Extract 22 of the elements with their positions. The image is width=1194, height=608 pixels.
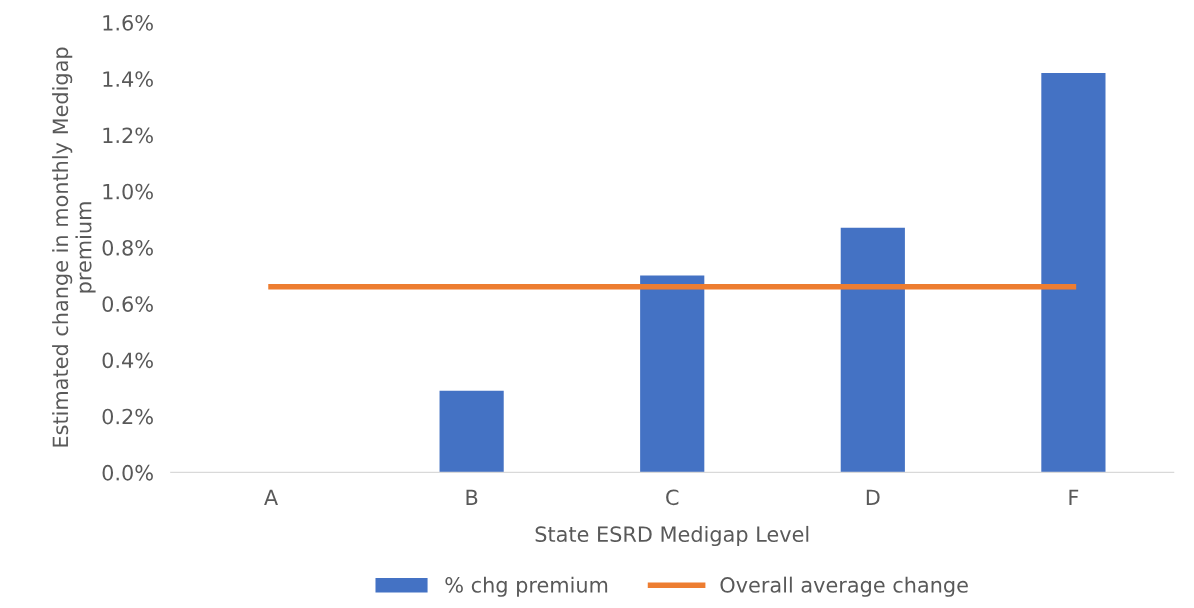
y-tick-label: 1.6% bbox=[103, 14, 153, 31]
bar bbox=[840, 227, 905, 473]
y-tick-label: 1.4% bbox=[103, 71, 153, 87]
x-tick-label: D bbox=[866, 489, 880, 505]
y-tick-label: 0.6% bbox=[102, 296, 153, 312]
x-tick-label: C bbox=[666, 489, 679, 506]
x-axis-title: State ESRD Medigap Level bbox=[535, 525, 809, 547]
y-tick-label: 1.2% bbox=[103, 127, 153, 144]
y-tick-label: 1.0% bbox=[103, 183, 153, 200]
bar bbox=[439, 390, 504, 473]
x-tick-label: B bbox=[466, 489, 478, 505]
bar bbox=[640, 275, 705, 473]
y-tick-label: 0.4% bbox=[102, 352, 153, 369]
legend-label: Overall average change bbox=[720, 576, 968, 597]
y-tick-label: 0.2% bbox=[102, 408, 153, 425]
y-tick-label: 0.8% bbox=[102, 239, 153, 256]
x-tick-label: A bbox=[264, 489, 278, 505]
y-tick-label: 0.0% bbox=[102, 464, 153, 481]
y-axis-title: Estimated change in monthly Medigap premium bbox=[52, 47, 96, 447]
legend-label: % chg premium bbox=[445, 576, 608, 597]
bar bbox=[1041, 73, 1106, 473]
x-tick-label: F bbox=[1069, 489, 1079, 505]
